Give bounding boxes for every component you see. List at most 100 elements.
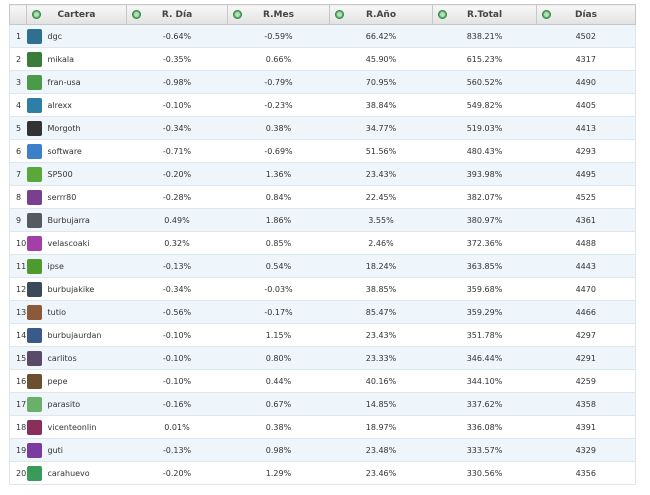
avatar-icon[interactable] <box>26 350 42 366</box>
cartera-cell[interactable]: serrr80 <box>26 185 127 209</box>
avatar-icon[interactable] <box>26 235 42 251</box>
r-ano-cell: 85.47% <box>329 300 433 324</box>
cartera-cell[interactable]: tutio <box>26 300 127 324</box>
table-row: 2 mikala -0.35% 0.66% 45.90% 615.23% 4317 <box>9 47 636 71</box>
sort-icon[interactable] <box>335 10 344 19</box>
cartera-cell[interactable]: carlitos <box>26 346 127 370</box>
r-ano-cell: 70.95% <box>329 70 433 94</box>
r-ano-cell: 3.55% <box>329 208 433 232</box>
rank-header <box>9 4 27 25</box>
avatar-icon[interactable] <box>26 281 42 297</box>
cartera-name[interactable]: SP500 <box>47 169 73 179</box>
sort-icon[interactable] <box>438 10 447 19</box>
cartera-name[interactable]: serrr80 <box>47 192 77 202</box>
cartera-name[interactable]: Burbujarra <box>47 215 90 225</box>
r-ano-cell: 14.85% <box>329 392 433 416</box>
header-cartera[interactable]: Cartera <box>26 4 127 25</box>
cartera-cell[interactable]: software <box>26 139 127 163</box>
r-dia-cell: -0.35% <box>126 47 228 71</box>
avatar-icon[interactable] <box>26 74 42 90</box>
avatar-icon[interactable] <box>26 258 42 274</box>
cartera-cell[interactable]: ipse <box>26 254 127 278</box>
avatar-icon[interactable] <box>26 28 42 44</box>
cartera-name[interactable]: carlitos <box>47 353 77 363</box>
cartera-cell[interactable]: burbujakike <box>26 277 127 301</box>
cartera-name[interactable]: fran-usa <box>47 77 81 87</box>
cartera-name[interactable]: ipse <box>47 261 64 271</box>
r-mes-cell: -0.03% <box>227 277 330 301</box>
avatar-icon[interactable] <box>26 51 42 67</box>
table-row: 18 vicenteonlin 0.01% 0.38% 18.97% 336.08% 439… <box>9 415 636 439</box>
header-r-ano[interactable]: R.Año <box>329 4 433 25</box>
cartera-name[interactable]: dgc <box>47 31 63 41</box>
cartera-name[interactable]: vicenteonlin <box>47 422 97 432</box>
sort-icon[interactable] <box>233 10 242 19</box>
sort-icon[interactable] <box>132 10 141 19</box>
cartera-name[interactable]: burbujaurdan <box>47 330 102 340</box>
avatar-icon[interactable] <box>26 189 42 205</box>
rank-cell: 8 <box>9 185 27 209</box>
table-row: 19 guti -0.13% 0.98% 23.48% 333.57% 4329 <box>9 438 636 462</box>
rank-cell: 10 <box>9 231 27 255</box>
header-r-total[interactable]: R.Total <box>432 4 537 25</box>
header-r-dia[interactable]: R. Día <box>126 4 228 25</box>
r-dia-cell: -0.10% <box>126 346 228 370</box>
cartera-cell[interactable]: Morgoth <box>26 116 127 140</box>
cartera-cell[interactable]: alrexx <box>26 93 127 117</box>
cartera-cell[interactable]: velascoaki <box>26 231 127 255</box>
cartera-name[interactable]: velascoaki <box>47 238 90 248</box>
cartera-name[interactable]: guti <box>47 445 64 455</box>
avatar-icon[interactable] <box>26 396 42 412</box>
cartera-cell[interactable]: mikala <box>26 47 127 71</box>
avatar-icon[interactable] <box>26 120 42 136</box>
cartera-name[interactable]: carahuevo <box>47 468 90 478</box>
avatar-icon[interactable] <box>26 166 42 182</box>
table-row: 14 burbujaurdan -0.10% 1.15% 23.43% 351.78% 42… <box>9 323 636 347</box>
r-ano-cell: 23.46% <box>329 461 433 485</box>
cartera-cell[interactable]: vicenteonlin <box>26 415 127 439</box>
cartera-cell[interactable]: SP500 <box>26 162 127 186</box>
avatar-icon[interactable] <box>26 465 42 481</box>
rank-cell: 17 <box>9 392 27 416</box>
avatar-icon[interactable] <box>26 373 42 389</box>
cartera-name[interactable]: software <box>47 146 82 156</box>
cartera-name[interactable]: tutio <box>47 307 66 317</box>
r-total-cell: 359.68% <box>432 277 537 301</box>
sort-icon[interactable] <box>542 10 551 19</box>
cartera-cell[interactable]: pepe <box>26 369 127 393</box>
cartera-name[interactable]: alrexx <box>47 100 73 110</box>
r-total-cell: 351.78% <box>432 323 537 347</box>
cartera-cell[interactable]: Burbujarra <box>26 208 127 232</box>
cartera-cell[interactable]: dgc <box>26 24 127 48</box>
r-total-cell: 519.03% <box>432 116 537 140</box>
avatar-icon[interactable] <box>26 97 42 113</box>
rank-cell: 5 <box>9 116 27 140</box>
rank-cell: 15 <box>9 346 27 370</box>
cartera-cell[interactable]: fran-usa <box>26 70 127 94</box>
avatar-icon[interactable] <box>26 442 42 458</box>
cartera-name[interactable]: parasito <box>47 399 81 409</box>
header-dias[interactable]: Días <box>536 4 636 25</box>
cartera-cell[interactable]: parasito <box>26 392 127 416</box>
cartera-cell[interactable]: carahuevo <box>26 461 127 485</box>
avatar-icon[interactable] <box>26 419 42 435</box>
cartera-name[interactable]: burbujakike <box>47 284 95 294</box>
rank-cell: 18 <box>9 415 27 439</box>
cartera-name[interactable]: mikala <box>47 54 75 64</box>
rank-cell: 16 <box>9 369 27 393</box>
header-r-mes[interactable]: R.Mes <box>227 4 330 25</box>
avatar-icon[interactable] <box>26 327 42 343</box>
cartera-name[interactable]: pepe <box>47 376 68 386</box>
rank-cell: 19 <box>9 438 27 462</box>
cartera-cell[interactable]: burbujaurdan <box>26 323 127 347</box>
cartera-name[interactable]: Morgoth <box>47 123 81 133</box>
avatar-icon[interactable] <box>26 304 42 320</box>
r-ano-cell: 18.24% <box>329 254 433 278</box>
avatar-icon[interactable] <box>26 143 42 159</box>
dias-cell: 4405 <box>536 93 636 117</box>
avatar-icon[interactable] <box>26 212 42 228</box>
dias-cell: 4293 <box>536 139 636 163</box>
cartera-cell[interactable]: guti <box>26 438 127 462</box>
sort-icon[interactable] <box>32 10 41 19</box>
r-ano-cell: 38.85% <box>329 277 433 301</box>
